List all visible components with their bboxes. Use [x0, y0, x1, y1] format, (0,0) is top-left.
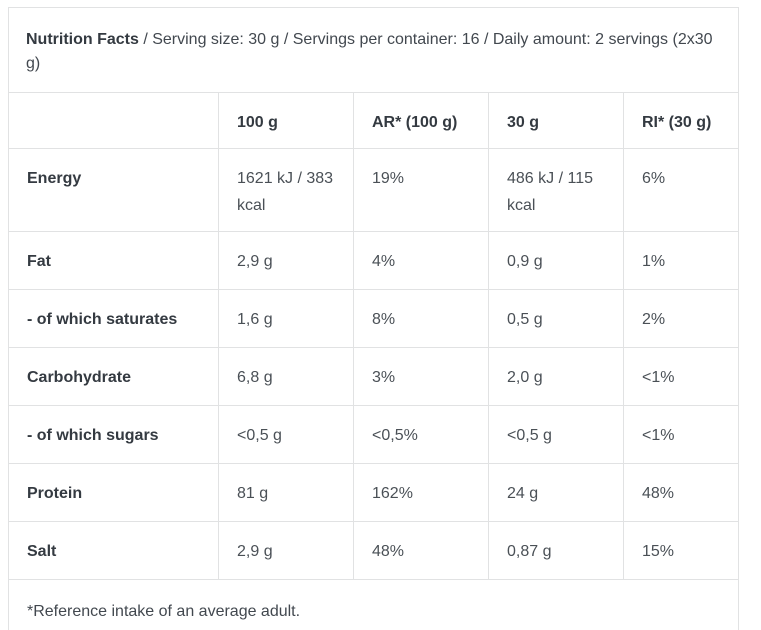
table-row-saturates: - of which saturates 1,6 g 8% 0,5 g 2% — [8, 289, 739, 348]
value-ri-30g: <1% — [623, 405, 739, 464]
table-row-salt: Salt 2,9 g 48% 0,87 g 15% — [8, 521, 739, 580]
value-ar-100g: 4% — [353, 231, 489, 290]
row-label: Salt — [8, 521, 219, 580]
value-ar-100g: 3% — [353, 347, 489, 406]
footnote: *Reference intake of an average adult. — [8, 579, 739, 630]
value-ar-100g: <0,5% — [353, 405, 489, 464]
value-100g: 6,8 g — [218, 347, 354, 406]
row-label: - of which sugars — [8, 405, 219, 464]
value-ar-100g: 19% — [353, 148, 489, 232]
value-30g: <0,5 g — [488, 405, 624, 464]
table-row-fat: Fat 2,9 g 4% 0,9 g 1% — [8, 231, 739, 290]
table-row-protein: Protein 81 g 162% 24 g 48% — [8, 463, 739, 522]
column-header-ri-30g: RI* (30 g) — [623, 92, 739, 149]
value-30g: 486 kJ / 115 kcal — [488, 148, 624, 232]
table-row-energy: Energy 1621 kJ / 383 kcal 19% 486 kJ / 1… — [8, 148, 739, 232]
value-ri-30g: 6% — [623, 148, 739, 232]
value-ri-30g: 15% — [623, 521, 739, 580]
nutrition-table: Nutrition Facts / Serving size: 30 g / S… — [8, 7, 739, 630]
info-bar-row: Nutrition Facts / Serving size: 30 g / S… — [8, 7, 739, 93]
value-100g: 81 g — [218, 463, 354, 522]
value-ar-100g: 8% — [353, 289, 489, 348]
nutrition-facts-title: Nutrition Facts — [26, 31, 139, 48]
column-header-row: 100 g AR* (100 g) 30 g RI* (30 g) — [8, 92, 739, 149]
value-30g: 0,9 g — [488, 231, 624, 290]
value-ri-30g: 1% — [623, 231, 739, 290]
row-label: Protein — [8, 463, 219, 522]
value-30g: 2,0 g — [488, 347, 624, 406]
value-30g: 24 g — [488, 463, 624, 522]
column-header-100g: 100 g — [218, 92, 354, 149]
row-label: Energy — [8, 148, 219, 232]
serving-info-text: / Serving size: 30 g / Servings per cont… — [26, 31, 713, 72]
column-header-30g: 30 g — [488, 92, 624, 149]
value-ri-30g: <1% — [623, 347, 739, 406]
column-header-ar-100g: AR* (100 g) — [353, 92, 489, 149]
value-ri-30g: 2% — [623, 289, 739, 348]
row-label: Fat — [8, 231, 219, 290]
value-ar-100g: 162% — [353, 463, 489, 522]
footnote-row: *Reference intake of an average adult. — [8, 579, 739, 630]
value-30g: 0,5 g — [488, 289, 624, 348]
row-label: Carbohydrate — [8, 347, 219, 406]
value-100g: 2,9 g — [218, 521, 354, 580]
value-100g: 2,9 g — [218, 231, 354, 290]
value-100g: 1621 kJ / 383 kcal — [218, 148, 354, 232]
table-row-carbohydrate: Carbohydrate 6,8 g 3% 2,0 g <1% — [8, 347, 739, 406]
value-ri-30g: 48% — [623, 463, 739, 522]
info-bar-cell: Nutrition Facts / Serving size: 30 g / S… — [8, 7, 739, 93]
value-ar-100g: 48% — [353, 521, 489, 580]
value-100g: 1,6 g — [218, 289, 354, 348]
column-header-empty — [8, 92, 219, 149]
value-30g: 0,87 g — [488, 521, 624, 580]
value-100g: <0,5 g — [218, 405, 354, 464]
row-label: - of which saturates — [8, 289, 219, 348]
table-row-sugars: - of which sugars <0,5 g <0,5% <0,5 g <1… — [8, 405, 739, 464]
